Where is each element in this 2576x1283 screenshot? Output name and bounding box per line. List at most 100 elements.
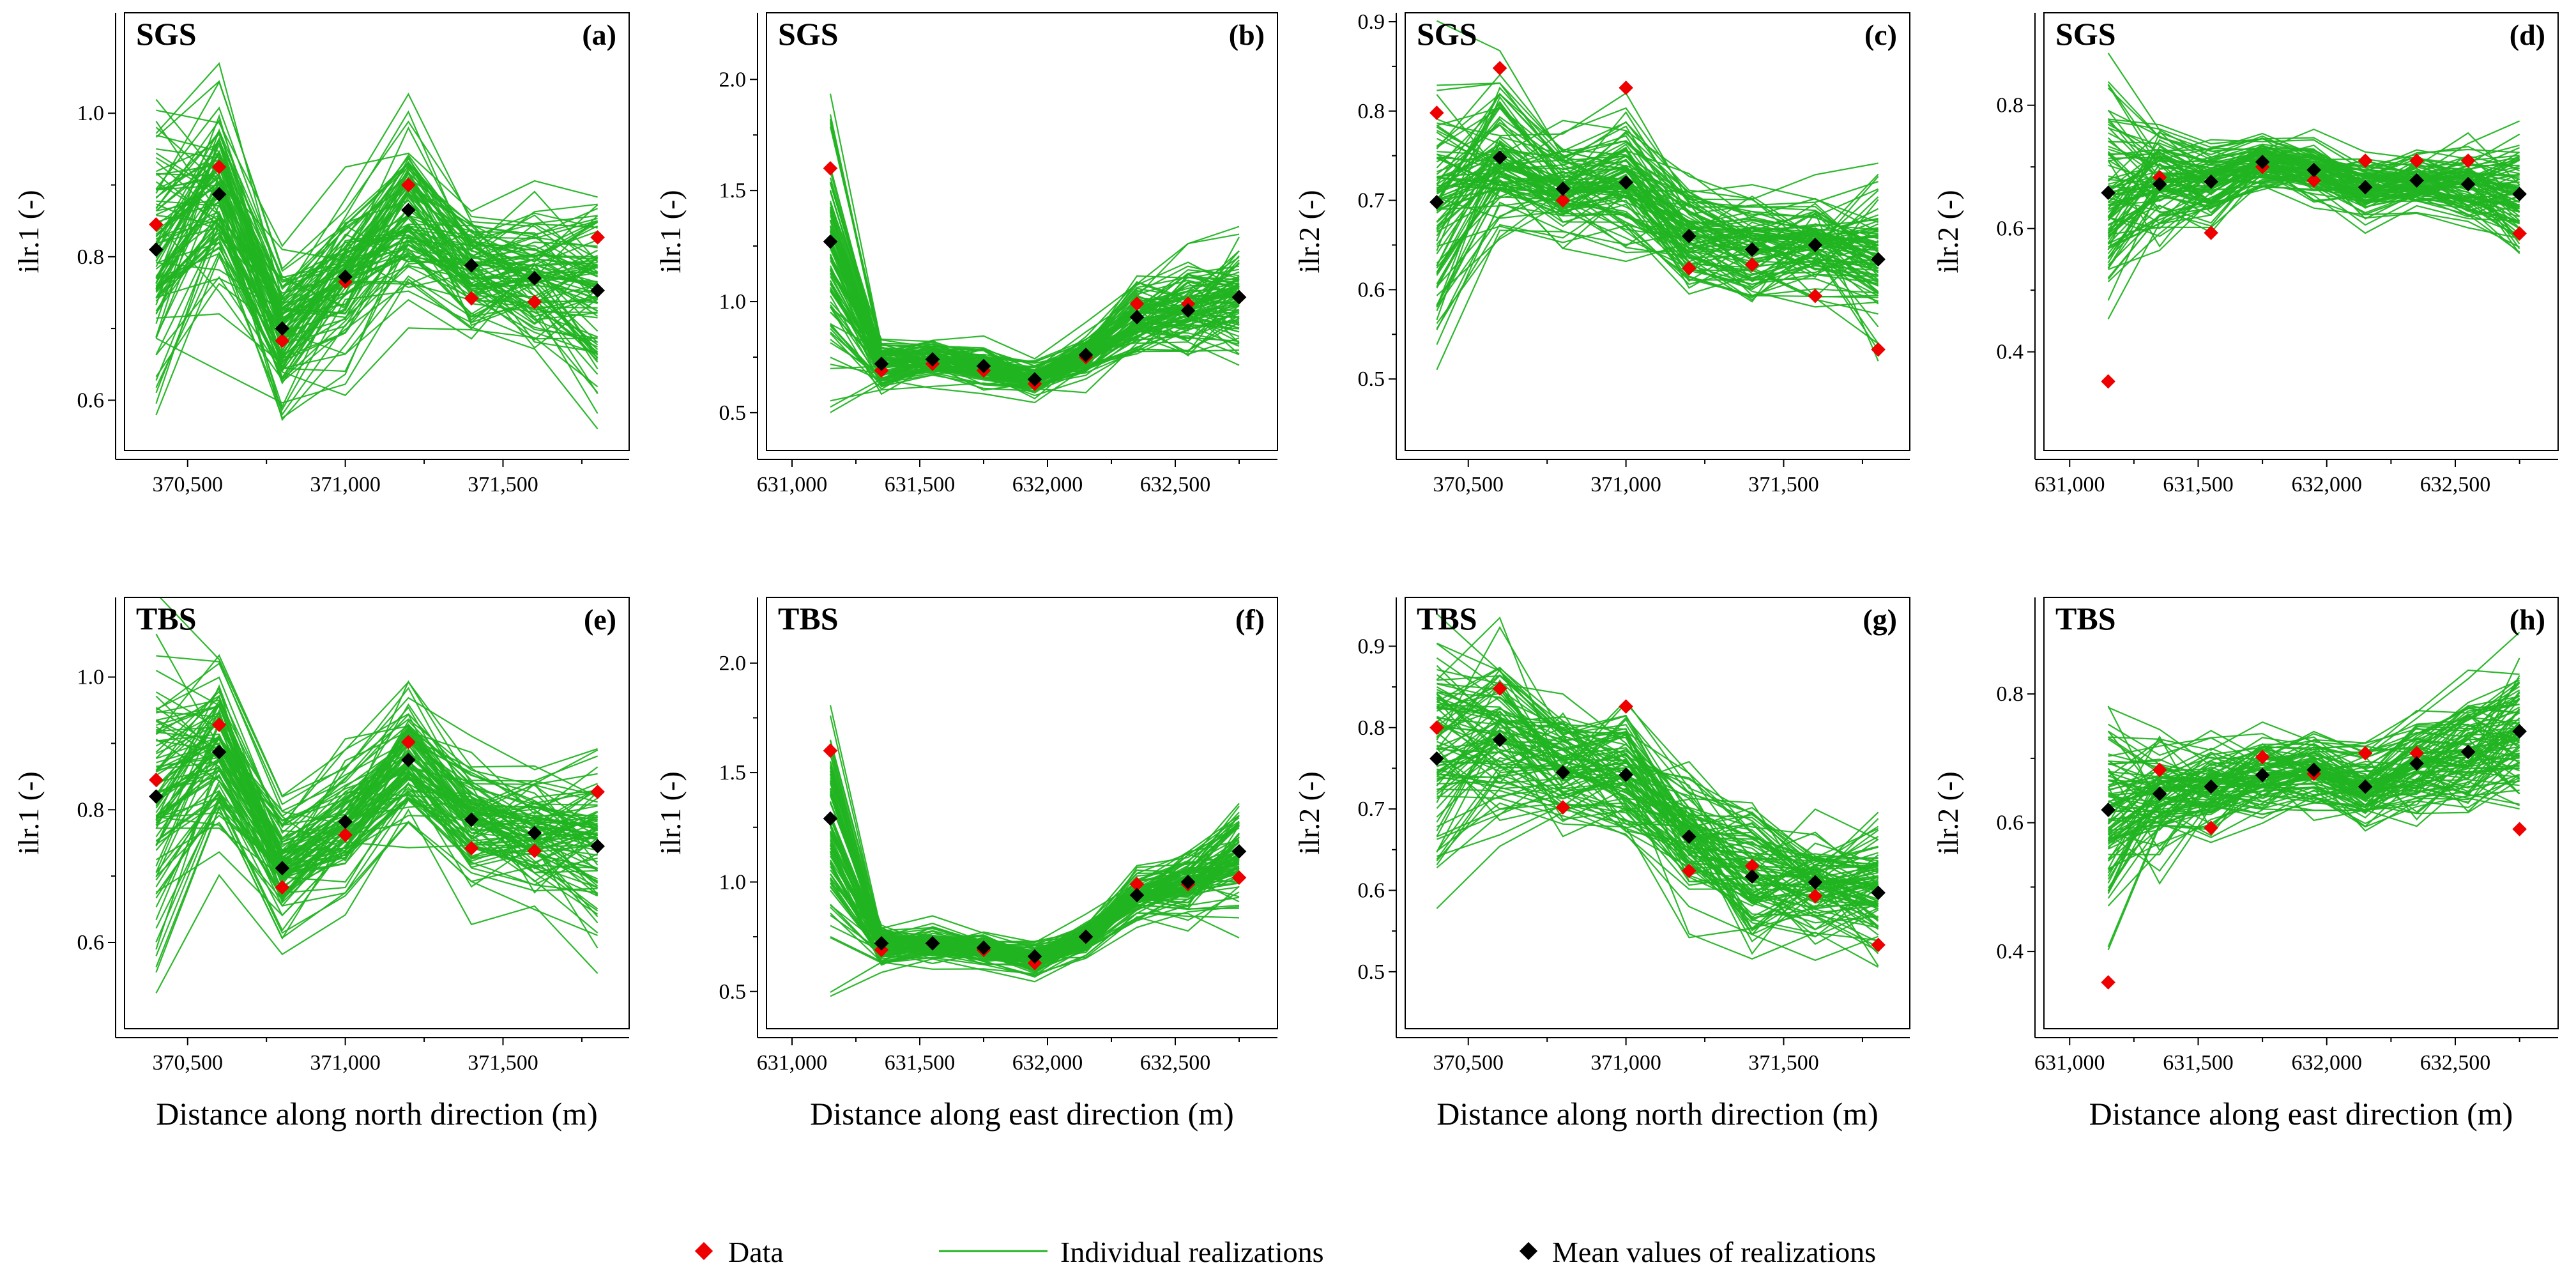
mean-point bbox=[527, 271, 542, 286]
realization-line bbox=[155, 150, 598, 323]
realization-line bbox=[1437, 82, 1879, 254]
y-tick-label: 0.7 bbox=[1358, 797, 1385, 821]
x-tick-label: 632,000 bbox=[2292, 473, 2363, 496]
realization-line bbox=[1437, 148, 1879, 265]
x-tick-label: 370,500 bbox=[1433, 473, 1504, 496]
legend: Data Individual realizations Mean values… bbox=[694, 1236, 1876, 1268]
realization-line bbox=[829, 190, 1240, 371]
legend-data-label: Data bbox=[728, 1236, 784, 1268]
realization-line bbox=[2108, 154, 2520, 213]
realization-line bbox=[156, 699, 598, 827]
realization-line bbox=[1436, 730, 1879, 921]
realization-line bbox=[1437, 691, 1879, 884]
plot-frame bbox=[124, 12, 630, 451]
x-tick-label: 632,000 bbox=[2292, 1051, 2363, 1075]
data-point bbox=[590, 230, 605, 245]
realization-line bbox=[155, 228, 598, 394]
plot-frame bbox=[1405, 597, 1910, 1029]
data-point bbox=[1231, 870, 1247, 885]
realization-line bbox=[1436, 194, 1879, 330]
panel-e: 0.6 0.8 1.0 370,500 371,000 371,500 ilr.1 (-) D… bbox=[12, 597, 630, 1132]
y-tick-label: 0.4 bbox=[1997, 940, 2024, 964]
mean-point bbox=[527, 826, 542, 840]
panels: 0.6 0.8 1.0 370,500 371,000 371,500 ilr.1 (-) S… bbox=[12, 10, 2559, 1132]
realization-line bbox=[155, 804, 598, 895]
y-tick-label: 0.8 bbox=[77, 245, 105, 269]
realization-line bbox=[155, 792, 598, 943]
data-point bbox=[1129, 296, 1145, 311]
data-point bbox=[401, 735, 416, 749]
x-tick-label: 631,000 bbox=[757, 473, 828, 496]
panel-method-label: SGS bbox=[136, 16, 197, 52]
realization-line bbox=[1436, 102, 1879, 261]
realization-line bbox=[2107, 155, 2520, 222]
realization-line bbox=[2108, 148, 2520, 201]
realization-line bbox=[156, 239, 598, 340]
mean-point bbox=[1078, 348, 1094, 362]
y-tick-label: 1.0 bbox=[719, 290, 747, 314]
realization-line bbox=[1436, 718, 1879, 922]
mean-point bbox=[976, 358, 991, 374]
x-tick-label: 632,500 bbox=[1140, 1051, 1211, 1075]
realization-line bbox=[1437, 682, 1879, 862]
data-point bbox=[275, 333, 290, 348]
realization-line bbox=[155, 703, 598, 863]
legend-realizations-label: Individual realizations bbox=[1060, 1236, 1324, 1268]
data-point bbox=[2409, 746, 2424, 761]
mean-point bbox=[1619, 767, 1633, 782]
legend-mean-label: Mean values of realizations bbox=[1552, 1236, 1876, 1268]
x-tick-label: 632,000 bbox=[1012, 473, 1083, 496]
x-tick-label: 632,500 bbox=[2420, 1051, 2491, 1075]
mean-point bbox=[1808, 238, 1823, 252]
y-tick-label: 0.8 bbox=[1997, 94, 2024, 118]
y-tick-label: 2.0 bbox=[719, 652, 747, 675]
realization-line bbox=[156, 797, 598, 873]
mean-point bbox=[2512, 724, 2527, 739]
realization-line bbox=[1436, 121, 1879, 240]
mean-point bbox=[1180, 875, 1196, 889]
y-tick-label: 1.5 bbox=[719, 179, 747, 203]
realization-line bbox=[1436, 107, 1879, 252]
realization-line bbox=[830, 349, 1240, 408]
data-point bbox=[1492, 61, 1507, 75]
panel-g: 0.5 0.6 0.7 0.8 0.9 370,500 371,000 371,500 ilr.… bbox=[1293, 597, 1910, 1132]
realization-line bbox=[1437, 768, 1879, 931]
mean-point bbox=[211, 187, 227, 202]
realization-line bbox=[1436, 178, 1879, 311]
plot-frame bbox=[766, 597, 1278, 1029]
data-point bbox=[1744, 257, 1760, 272]
realization-line bbox=[156, 257, 598, 353]
realization-line bbox=[2108, 787, 2520, 847]
y-tick-label: 0.6 bbox=[1358, 879, 1385, 902]
plot-frame bbox=[2043, 12, 2559, 451]
y-axis-label: ilr.2 (-) bbox=[1932, 190, 1964, 273]
realization-line bbox=[1436, 140, 1879, 344]
mean-point bbox=[1871, 252, 1886, 267]
data-point bbox=[1555, 800, 1571, 815]
data-point bbox=[1744, 858, 1760, 873]
x-tick-label: 371,500 bbox=[1748, 1051, 1819, 1075]
panel-letter: (h) bbox=[2510, 603, 2545, 636]
realization-line bbox=[155, 707, 598, 882]
realization-line bbox=[2108, 748, 2520, 850]
x-axis-label: Distance along east direction (m) bbox=[2089, 1096, 2513, 1132]
x-tick-label: 371,000 bbox=[1590, 473, 1661, 496]
panel-method-label: SGS bbox=[2055, 16, 2116, 52]
y-tick-label: 1.0 bbox=[77, 666, 105, 689]
panel-a: 0.6 0.8 1.0 370,500 371,000 371,500 ilr.1 (-) S… bbox=[12, 12, 630, 496]
mean-point bbox=[1492, 150, 1507, 165]
mean-point bbox=[338, 814, 353, 829]
mean-point bbox=[464, 812, 479, 827]
y-tick-label: 0.8 bbox=[77, 798, 105, 822]
mean-point bbox=[1231, 289, 1247, 305]
realization-line bbox=[2107, 162, 2520, 279]
realization-line bbox=[1436, 73, 1879, 233]
data-point bbox=[2204, 820, 2218, 835]
mean-point bbox=[1129, 310, 1145, 325]
realization-line bbox=[156, 109, 598, 248]
data-point bbox=[211, 160, 227, 174]
y-tick-label: 0.5 bbox=[1358, 960, 1385, 984]
y-tick-label: 1.0 bbox=[719, 870, 747, 894]
y-tick-label: 2.0 bbox=[719, 68, 747, 91]
realization-line bbox=[155, 128, 598, 310]
